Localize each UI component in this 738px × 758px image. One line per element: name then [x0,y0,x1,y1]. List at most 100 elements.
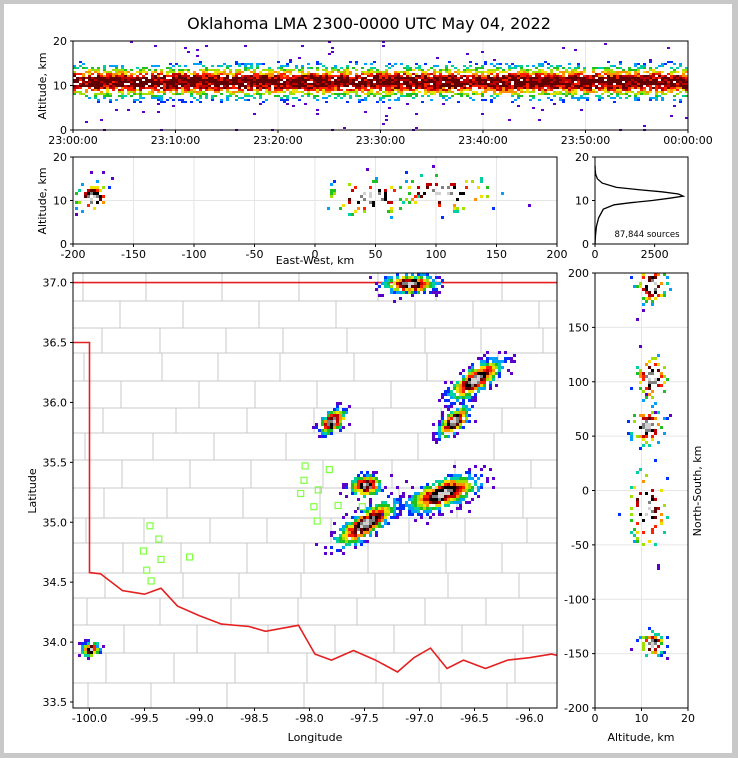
source-cell [613,101,616,103]
chart-title: Oklahoma LMA 2300-0000 UTC May 04, 2022 [187,14,551,33]
source-cell [214,73,217,75]
source-cell [441,393,444,396]
source-cell [483,366,486,369]
source-cell [103,65,106,67]
source-cell [400,63,403,65]
source-cell [394,73,397,75]
source-cell [106,81,109,83]
source-cell [432,423,435,426]
source-cell [391,81,394,83]
source-cell [490,83,493,85]
source-cell [586,89,589,91]
source-cell [471,369,474,372]
source-cell [382,101,385,103]
source-cell [649,67,652,69]
source-cell [607,73,610,75]
source-cell [136,99,139,101]
source-cell [265,75,268,77]
source-cell [94,85,97,87]
source-cell [256,83,259,85]
source-cell [367,81,370,83]
source-cell [625,89,628,91]
source-cell [334,67,337,69]
source-cell [532,87,535,89]
source-cell [459,480,462,483]
source-cell [450,498,453,501]
source-cell [163,85,166,87]
source-cell [481,85,484,87]
source-cell [337,87,340,89]
source-cell [466,79,469,81]
source-cell [358,83,361,85]
source-cell [139,73,142,75]
source-cell [661,75,664,77]
source-cell [441,492,444,495]
source-cell [102,186,105,189]
source-cell [369,525,372,528]
source-cell [366,492,369,495]
source-cell [447,405,450,408]
source-cell [373,67,376,69]
source-cell [637,91,640,93]
source-cell [73,81,76,83]
source-cell [355,87,358,89]
source-cell [379,97,382,99]
source-cell [532,91,535,93]
source-cell [73,85,76,87]
source-cell [625,77,628,79]
source-cell [571,79,574,81]
source-cell [211,99,214,101]
source-cell [414,519,417,522]
source-cell [340,73,343,75]
source-cell [328,95,331,97]
source-cell [511,79,514,81]
source-cell [556,83,559,85]
source-cell [643,81,646,83]
source-cell [553,103,556,105]
source-cell [456,384,459,387]
source-cell [196,79,199,81]
source-cell [385,95,388,97]
source-cell [235,75,238,77]
source-cell [478,85,481,87]
source-cell [445,65,448,67]
source-cell [351,486,354,489]
source-cell [481,73,484,75]
source-cell [358,95,361,97]
source-cell [235,63,238,65]
source-cell [432,495,435,498]
source-cell [87,195,90,198]
source-cell [676,89,679,91]
source-cell [619,81,622,83]
y-tick-label: 0 [60,238,67,251]
source-cell [357,522,360,525]
source-cell [199,87,202,89]
source-cell [133,101,136,103]
source-cell [328,81,331,83]
source-cell [426,510,429,513]
source-cell [465,480,468,483]
source-cell [280,67,283,69]
source-cell [351,522,354,525]
source-cell [459,474,462,477]
source-cell [574,77,577,79]
source-cell [676,83,679,85]
source-cell [646,91,649,93]
source-cell [442,85,445,87]
source-cell [375,510,378,513]
source-cell [363,489,366,492]
source-cell [438,501,441,504]
source-cell [547,85,550,87]
source-cell [336,549,339,552]
source-cell [613,91,616,93]
source-cell [682,71,685,73]
source-cell [106,75,109,77]
source-cell [441,411,444,414]
source-cell [601,83,604,85]
source-cell [328,87,331,89]
source-cell [568,75,571,77]
source-cell [214,69,217,71]
source-cell [330,411,333,414]
source-cell [139,87,142,89]
source-cell [163,79,166,81]
